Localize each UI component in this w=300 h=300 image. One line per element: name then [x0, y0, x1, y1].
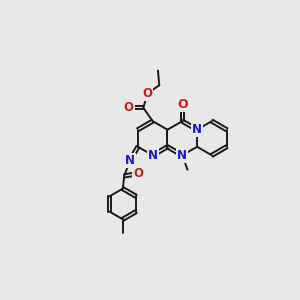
Text: N: N [192, 123, 202, 136]
Text: O: O [142, 87, 152, 100]
Text: O: O [133, 167, 143, 180]
Text: N: N [148, 149, 158, 162]
Text: O: O [124, 101, 134, 114]
Text: O: O [177, 98, 188, 111]
Text: N: N [125, 154, 135, 167]
Text: N: N [177, 149, 187, 162]
